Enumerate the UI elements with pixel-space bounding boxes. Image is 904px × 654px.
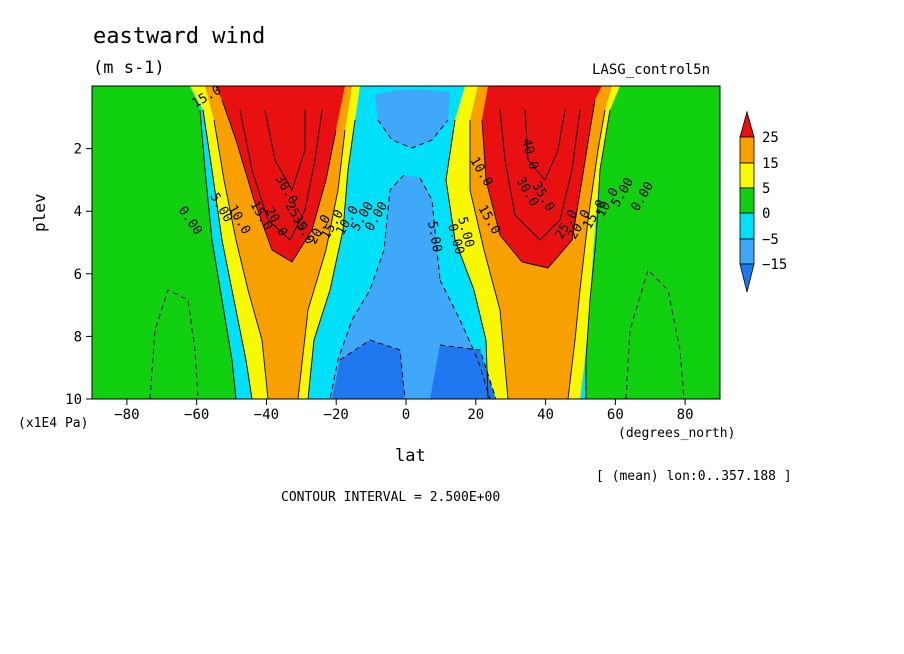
contour-line-8	[264, 109, 306, 192]
colorbar-label: 5	[762, 181, 770, 197]
colorbar-label: 0	[762, 206, 770, 222]
y-tick-label: 10	[65, 392, 82, 408]
colorbar-segment	[739, 187, 755, 214]
deep-blue-region-1	[332, 340, 405, 399]
contour-line-15	[524, 109, 566, 181]
contour-line-9	[585, 109, 611, 399]
chart-title: eastward wind	[93, 24, 266, 49]
contour-line-7	[239, 109, 323, 241]
contour-label: 5.00	[424, 220, 444, 253]
contour-line-1	[199, 109, 237, 399]
plot-area: 15.00.00 5.0010.015.020.025.030.035.020.0…	[92, 86, 720, 399]
colorbar-top-arrow	[739, 110, 755, 138]
contour-line-14	[499, 109, 581, 241]
x-tick-label: 80	[677, 407, 694, 423]
x-tick-label: −40	[254, 407, 279, 423]
axes: −80 −60 −40 −20 0 20 40 60 80 2 4 6 8 10	[65, 142, 693, 423]
north-green-region	[586, 86, 720, 399]
contour-line-4	[307, 119, 356, 399]
x-tick-label: 60	[607, 407, 624, 423]
dashed-contour-5	[419, 177, 441, 281]
chart-units: (m s-1)	[93, 58, 165, 78]
contour-line-2	[202, 109, 253, 399]
dashed-contour-3	[439, 279, 491, 399]
colorbar-segment	[739, 136, 755, 164]
contour-line-10	[445, 119, 489, 399]
dashed-contour-4	[383, 174, 405, 251]
contour-line-13	[481, 99, 596, 269]
colorbar-label: −15	[762, 257, 787, 273]
x-tick-label: 40	[537, 407, 554, 423]
colorbar-label: −5	[762, 232, 779, 248]
mean-note: [ (mean) lon:0..357.188 ]	[596, 469, 792, 484]
contour-line-5	[297, 129, 346, 399]
x-axis-label: lat	[395, 446, 426, 466]
x-tick-label: 0	[402, 407, 410, 423]
deep-blue-region-2	[430, 345, 496, 399]
south-red-region	[215, 86, 345, 262]
dashed-contour-1	[377, 119, 449, 149]
colorbar-bottom-arrow	[739, 263, 755, 293]
dashed-contour-7	[439, 344, 497, 399]
colorbar: 25 15 5 0 −5 −15	[739, 110, 787, 293]
contour-interval: CONTOUR INTERVAL = 2.500E+00	[281, 490, 501, 505]
colorbar-label: 15	[762, 156, 779, 172]
x-tick-label: −80	[114, 407, 139, 423]
contour-line-3	[213, 119, 269, 399]
contour-line-11	[469, 120, 509, 399]
y-axis-unit: (x1E4 Pa)	[18, 416, 89, 431]
run-name: LASG_control5n	[592, 62, 711, 78]
x-tick-label: 20	[467, 407, 484, 423]
colorbar-segment	[739, 162, 755, 189]
colorbar-label: 25	[762, 130, 779, 146]
x-axis-unit: (degrees_north)	[618, 426, 736, 441]
y-tick-label: 2	[74, 142, 82, 158]
y-tick-label: 8	[74, 329, 82, 345]
x-tick-label: −20	[324, 407, 349, 423]
dashed-contour-9	[625, 269, 685, 399]
contour-line-12	[567, 109, 606, 399]
contour-line-6	[221, 99, 337, 263]
x-tick-label: −60	[184, 407, 209, 423]
dashed-contour-8	[149, 289, 199, 399]
colorbar-segment	[739, 212, 755, 240]
colorbar-segment	[739, 238, 755, 265]
y-tick-label: 6	[74, 267, 82, 283]
south-green-region	[92, 86, 236, 399]
dashed-contour-6	[339, 339, 406, 399]
y-tick-label: 4	[74, 204, 82, 220]
upper-blue-region	[375, 89, 450, 148]
dashed-contour-2	[329, 249, 385, 399]
